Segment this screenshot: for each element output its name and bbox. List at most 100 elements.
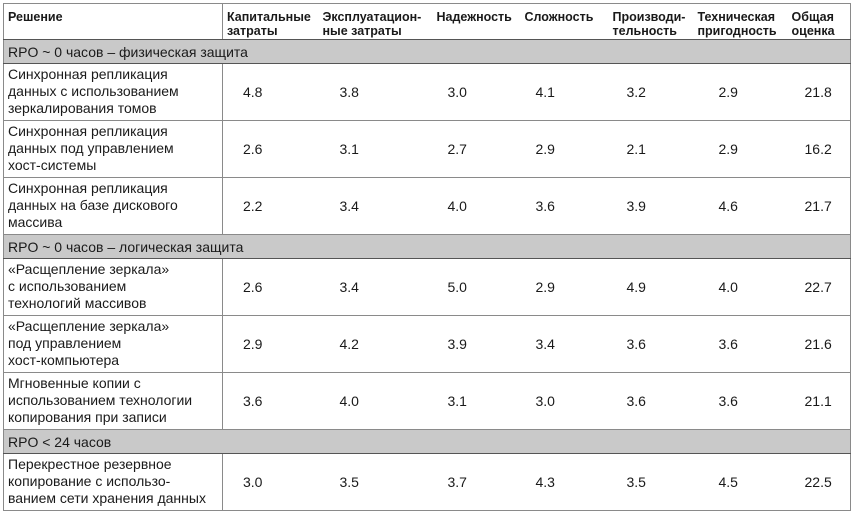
complexity-value: 3.4 <box>520 315 609 373</box>
reliability-value: 3.1 <box>432 372 521 430</box>
total-score-value: 21.7 <box>787 177 851 235</box>
header-technical-suitability: Техническая пригодность <box>693 3 788 40</box>
solution-line: данных с использованием <box>8 83 179 99</box>
opex-value: 3.4 <box>318 258 433 316</box>
opex-value: 3.8 <box>318 63 433 121</box>
solution-line: использованием технологии <box>8 392 193 408</box>
header-complexity: Сложность <box>520 3 609 40</box>
solution-cell: Синхронная репликация данных с использова… <box>3 63 223 121</box>
group-title: RPO ~ 0 часов – логическая защита <box>3 234 851 259</box>
performance-value: 3.5 <box>608 453 694 511</box>
complexity-value: 2.9 <box>520 258 609 316</box>
solution-line: Перекрестное резервное <box>8 456 172 472</box>
solution-line: Мгновенные копии с <box>8 375 141 391</box>
total-score-value: 21.1 <box>787 372 851 430</box>
complexity-value: 3.0 <box>520 372 609 430</box>
complexity-value: 2.9 <box>520 120 609 178</box>
header-reliability-label: Надежность <box>436 10 512 24</box>
capex-value: 2.6 <box>222 258 319 316</box>
solution-line: хост-компьютера <box>8 352 120 368</box>
solution-line: технологий массивов <box>8 295 147 311</box>
total-score-value: 22.7 <box>787 258 851 316</box>
solution-line: ванием сети хранения данных <box>8 490 206 506</box>
table-row: Синхронная репликация данных под управлен… <box>3 120 851 178</box>
reliability-value: 5.0 <box>432 258 521 316</box>
header-total-score: Общая оценка <box>787 3 851 40</box>
solution-line: массива <box>8 214 63 230</box>
table-header: Решение Капитальные затраты Эксплуатацион… <box>3 3 851 40</box>
solution-line: «Расщепление зеркала» <box>8 261 170 277</box>
capex-value: 2.2 <box>222 177 319 235</box>
group-title: RPO < 24 часов <box>3 429 851 454</box>
opex-value: 4.0 <box>318 372 433 430</box>
solution-cell: «Расщепление зеркала» с использованием тех… <box>3 258 223 316</box>
header-technical-line1: Техническая <box>697 10 775 24</box>
solution-line: под управлением <box>8 335 122 351</box>
table-row: «Расщепление зеркала» с использованием тех… <box>3 258 851 316</box>
header-reliability: Надежность <box>432 3 521 40</box>
total-score-value: 21.8 <box>787 63 851 121</box>
header-solution: Решение <box>3 3 223 40</box>
performance-value: 4.9 <box>608 258 694 316</box>
comparison-table-container: Решение Капитальные затраты Эксплуатацион… <box>3 3 851 511</box>
solutions-comparison-table: Решение Капитальные затраты Эксплуатацион… <box>3 3 851 511</box>
reliability-value: 3.0 <box>432 63 521 121</box>
solution-cell: Перекрестное резервное копирование с испо… <box>3 453 223 511</box>
table-row: Синхронная репликация данных на базе диск… <box>3 177 851 235</box>
capex-value: 2.6 <box>222 120 319 178</box>
solution-line: копирование с исполь­зо- <box>8 473 171 489</box>
table-body: RPO ~ 0 часов – физическая защита Синхро… <box>3 39 851 511</box>
header-complexity-label: Сложность <box>524 10 594 24</box>
header-performance: Производи-тельность <box>608 3 694 40</box>
technical-suitability-value: 4.5 <box>693 453 788 511</box>
capex-value: 2.9 <box>222 315 319 373</box>
capex-value: 3.6 <box>222 372 319 430</box>
solution-line: хост-системы <box>8 157 97 173</box>
technical-suitability-value: 4.0 <box>693 258 788 316</box>
solution-line: «Расщепление зеркала» <box>8 318 170 334</box>
opex-value: 3.4 <box>318 177 433 235</box>
technical-suitability-value: 3.6 <box>693 315 788 373</box>
performance-value: 3.9 <box>608 177 694 235</box>
table-row: Синхронная репликация данных с использова… <box>3 63 851 121</box>
performance-value: 3.6 <box>608 372 694 430</box>
total-score-value: 21.6 <box>787 315 851 373</box>
solution-line: зеркалирования томов <box>8 100 157 116</box>
solution-cell: Мгновенные копии с использованием техноло… <box>3 372 223 430</box>
capex-value: 3.0 <box>222 453 319 511</box>
group-row: RPO ~ 0 часов – физическая защита <box>3 39 851 64</box>
complexity-value: 4.1 <box>520 63 609 121</box>
reliability-value: 3.7 <box>432 453 521 511</box>
technical-suitability-value: 4.6 <box>693 177 788 235</box>
solution-line: копирования при записи <box>8 409 167 425</box>
header-opex-line1: Эксплуатацион- <box>322 10 422 24</box>
header-total-line2: оценка <box>791 24 835 38</box>
header-capex-line1: Капитальные <box>227 10 311 24</box>
performance-value: 3.2 <box>608 63 694 121</box>
table-row: «Расщепление зеркала» под управлением хост… <box>3 315 851 373</box>
header-technical-line2: пригодность <box>697 24 777 38</box>
reliability-value: 4.0 <box>432 177 521 235</box>
performance-value: 2.1 <box>608 120 694 178</box>
opex-value: 3.5 <box>318 453 433 511</box>
solution-line: с использованием <box>8 278 127 294</box>
technical-suitability-value: 2.9 <box>693 120 788 178</box>
solution-line: Синхронная репликация <box>8 66 168 82</box>
group-title: RPO ~ 0 часов – физическая защита <box>3 39 851 64</box>
performance-value: 3.6 <box>608 315 694 373</box>
solution-cell: Синхронная репликация данных под управлен… <box>3 120 223 178</box>
header-capex: Капитальные затраты <box>222 3 319 40</box>
technical-suitability-value: 2.9 <box>693 63 788 121</box>
solution-line: Синхронная репликация <box>8 123 168 139</box>
solution-line: Синхронная репликация <box>8 180 168 196</box>
header-performance-line1: Производи- <box>612 10 686 24</box>
total-score-value: 16.2 <box>787 120 851 178</box>
table-row: Мгновенные копии с использованием техноло… <box>3 372 851 430</box>
complexity-value: 3.6 <box>520 177 609 235</box>
header-opex-line2: ные затраты <box>322 24 402 38</box>
header-solution-label: Решение <box>8 10 63 24</box>
solution-line: данных на базе дискового <box>8 197 178 213</box>
technical-suitability-value: 3.6 <box>693 372 788 430</box>
group-row: RPO < 24 часов <box>3 429 851 454</box>
opex-value: 3.1 <box>318 120 433 178</box>
